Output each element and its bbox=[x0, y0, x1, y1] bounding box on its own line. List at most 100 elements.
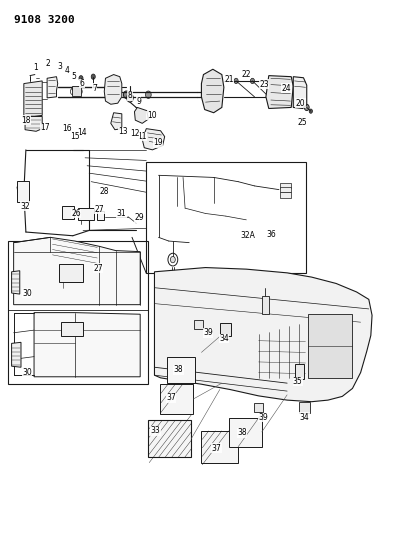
Bar bbox=[307, 314, 353, 378]
Text: 28: 28 bbox=[100, 187, 109, 196]
Text: 16: 16 bbox=[62, 124, 72, 133]
Bar bbox=[262, 296, 269, 314]
Circle shape bbox=[72, 87, 75, 91]
Circle shape bbox=[127, 94, 133, 102]
Text: 22: 22 bbox=[242, 70, 251, 79]
Text: 12: 12 bbox=[130, 130, 139, 139]
Text: 27: 27 bbox=[95, 205, 104, 214]
Text: 11: 11 bbox=[137, 132, 147, 141]
Text: 14: 14 bbox=[77, 128, 87, 137]
Text: 15: 15 bbox=[70, 132, 80, 141]
Circle shape bbox=[272, 95, 276, 99]
Text: 31: 31 bbox=[117, 209, 126, 218]
Bar bbox=[97, 212, 104, 220]
Bar bbox=[254, 403, 263, 413]
Text: 29: 29 bbox=[134, 213, 144, 222]
Text: 37: 37 bbox=[212, 444, 222, 453]
Polygon shape bbox=[142, 128, 165, 150]
Text: 34: 34 bbox=[219, 334, 229, 343]
Polygon shape bbox=[47, 77, 58, 98]
Text: 39: 39 bbox=[203, 328, 213, 337]
Text: 39: 39 bbox=[258, 413, 268, 422]
Circle shape bbox=[49, 85, 52, 90]
Polygon shape bbox=[266, 76, 293, 109]
Bar bbox=[17, 181, 29, 202]
Circle shape bbox=[284, 80, 287, 84]
Text: 1: 1 bbox=[33, 63, 38, 71]
Polygon shape bbox=[34, 313, 140, 377]
Text: 18: 18 bbox=[21, 116, 30, 125]
Polygon shape bbox=[201, 69, 224, 113]
Text: 2: 2 bbox=[45, 60, 50, 68]
Bar bbox=[72, 86, 81, 96]
Text: 4: 4 bbox=[65, 66, 70, 75]
Bar bbox=[220, 323, 231, 336]
Text: 27: 27 bbox=[93, 264, 103, 272]
Circle shape bbox=[234, 78, 238, 84]
Text: 34: 34 bbox=[300, 413, 309, 422]
Bar bbox=[78, 208, 94, 220]
Polygon shape bbox=[134, 108, 148, 123]
Text: 5: 5 bbox=[72, 72, 76, 81]
Text: 3: 3 bbox=[57, 62, 62, 70]
Circle shape bbox=[309, 109, 312, 114]
Bar bbox=[146, 162, 305, 273]
Bar bbox=[280, 187, 291, 192]
Text: 38: 38 bbox=[238, 429, 247, 438]
Circle shape bbox=[171, 256, 175, 263]
Polygon shape bbox=[104, 75, 122, 104]
Polygon shape bbox=[25, 116, 42, 131]
Polygon shape bbox=[155, 268, 372, 402]
Text: 20: 20 bbox=[296, 99, 305, 108]
Text: 35: 35 bbox=[293, 377, 302, 386]
Text: 17: 17 bbox=[40, 123, 50, 132]
Polygon shape bbox=[14, 237, 140, 305]
Circle shape bbox=[304, 104, 309, 111]
Text: 8: 8 bbox=[127, 91, 132, 100]
Circle shape bbox=[272, 79, 276, 83]
Bar bbox=[280, 192, 291, 198]
Text: 38: 38 bbox=[174, 366, 183, 374]
Circle shape bbox=[222, 326, 229, 334]
Circle shape bbox=[91, 74, 95, 79]
Bar bbox=[299, 402, 309, 413]
Text: 23: 23 bbox=[259, 79, 269, 88]
Text: 10: 10 bbox=[147, 111, 157, 120]
Polygon shape bbox=[12, 342, 21, 367]
Polygon shape bbox=[12, 271, 20, 294]
Polygon shape bbox=[201, 431, 238, 463]
Text: 36: 36 bbox=[266, 230, 276, 239]
Polygon shape bbox=[167, 357, 195, 383]
Bar bbox=[7, 241, 148, 384]
Circle shape bbox=[272, 101, 276, 106]
Circle shape bbox=[207, 99, 211, 104]
Circle shape bbox=[145, 91, 151, 99]
Circle shape bbox=[272, 85, 276, 90]
Circle shape bbox=[286, 87, 289, 91]
Text: 6: 6 bbox=[80, 79, 85, 88]
Text: 13: 13 bbox=[118, 127, 128, 136]
Text: 32: 32 bbox=[20, 201, 30, 211]
Circle shape bbox=[286, 96, 289, 100]
Circle shape bbox=[52, 88, 55, 93]
Circle shape bbox=[114, 82, 117, 86]
Text: 30: 30 bbox=[22, 288, 32, 297]
Circle shape bbox=[123, 91, 129, 99]
Text: 26: 26 bbox=[71, 209, 81, 218]
Polygon shape bbox=[160, 384, 193, 414]
Bar bbox=[58, 264, 83, 282]
Circle shape bbox=[76, 87, 80, 91]
Circle shape bbox=[211, 89, 215, 94]
Circle shape bbox=[111, 95, 114, 99]
Circle shape bbox=[108, 82, 111, 86]
Circle shape bbox=[207, 79, 211, 85]
Text: 30: 30 bbox=[22, 368, 32, 377]
Polygon shape bbox=[111, 113, 122, 130]
Circle shape bbox=[286, 102, 289, 107]
Bar bbox=[194, 319, 203, 329]
Polygon shape bbox=[293, 77, 307, 109]
Text: 9108 3200: 9108 3200 bbox=[14, 14, 74, 25]
Circle shape bbox=[49, 79, 52, 83]
Bar bbox=[280, 183, 291, 188]
Circle shape bbox=[215, 79, 219, 85]
